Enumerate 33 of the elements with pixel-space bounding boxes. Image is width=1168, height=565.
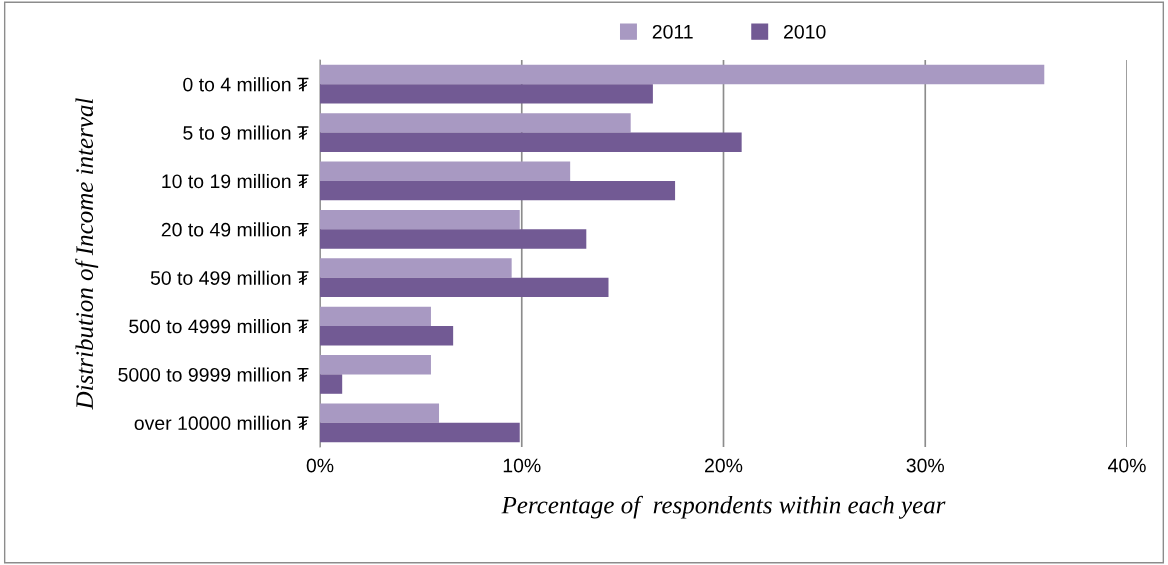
x-axis-title: Percentage of respondents within each year: [501, 495, 946, 519]
y-tick-label: over 10000 million ₮: [134, 415, 309, 431]
x-tick-label: 0%: [306, 458, 334, 473]
x-tick-label: 10%: [503, 458, 541, 473]
y-tick-label: 5000 to 9999 million ₮: [118, 367, 309, 382]
bar: [320, 277, 609, 298]
bar: [320, 132, 742, 152]
x-tick-label: 20%: [705, 458, 743, 473]
y-tick-label: 50 to 499 million ₮: [150, 270, 309, 285]
y-tick-label: 20 to 49 million ₮: [161, 222, 309, 237]
legend-label: 2011: [652, 24, 693, 39]
bar: [320, 161, 571, 181]
bar: [320, 209, 520, 230]
bar: [320, 403, 440, 423]
bar: [320, 84, 653, 104]
bar: [320, 180, 676, 201]
y-tick-label: 0 to 4 million ₮: [183, 77, 309, 92]
legend-label: 2010: [784, 24, 826, 39]
bar: [320, 306, 431, 327]
bar: [320, 326, 454, 346]
bar: [320, 422, 520, 443]
bar: [320, 113, 631, 133]
y-axis-title: Distribution of Income interval: [75, 98, 99, 410]
bar: [320, 374, 343, 394]
bar: [320, 64, 1045, 85]
x-tick-label: 30%: [906, 458, 945, 473]
bar: [320, 229, 587, 249]
bar: [320, 258, 512, 278]
y-tick-label: 10 to 19 million ₮: [162, 173, 309, 189]
x-tick-label: 40%: [1107, 458, 1146, 473]
y-tick-label: 5 to 9 million ₮: [183, 125, 309, 140]
bar: [320, 355, 431, 375]
y-tick-label: 500 to 4999 million ₮: [129, 319, 309, 334]
